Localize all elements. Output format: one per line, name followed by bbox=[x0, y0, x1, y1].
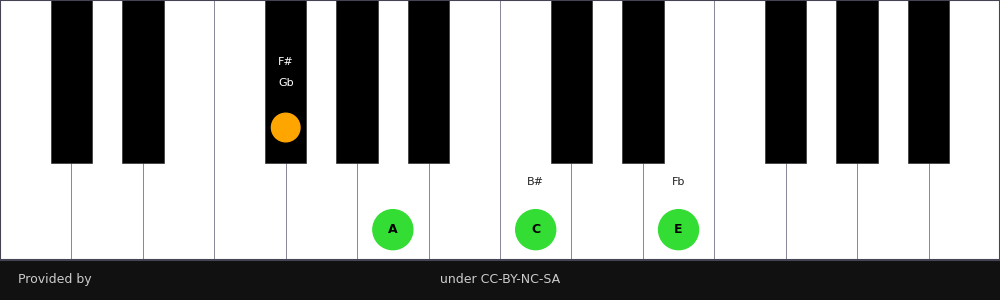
Bar bbox=[143, 0, 214, 260]
Text: B#: B# bbox=[527, 177, 544, 187]
Text: under CC-BY-NC-SA: under CC-BY-NC-SA bbox=[440, 273, 560, 286]
Text: E: E bbox=[674, 223, 683, 236]
Bar bbox=[622, 0, 664, 164]
Text: Fb: Fb bbox=[672, 177, 685, 187]
Bar bbox=[836, 0, 878, 164]
Bar bbox=[408, 0, 449, 164]
Text: Provided by: Provided by bbox=[18, 273, 92, 286]
Circle shape bbox=[271, 113, 300, 142]
Bar bbox=[265, 0, 306, 164]
Text: C: C bbox=[531, 223, 540, 236]
Bar bbox=[500, 0, 571, 260]
Bar bbox=[0, 0, 71, 260]
Text: F#: F# bbox=[278, 57, 294, 67]
Bar bbox=[429, 0, 500, 260]
Text: A: A bbox=[388, 223, 398, 236]
Bar bbox=[214, 0, 286, 260]
Bar bbox=[714, 0, 786, 260]
Bar bbox=[71, 0, 143, 260]
Bar bbox=[336, 0, 378, 164]
Bar bbox=[0, 260, 1000, 300]
Bar bbox=[786, 0, 857, 260]
Bar bbox=[122, 0, 164, 164]
Bar bbox=[643, 0, 714, 260]
Bar bbox=[0, 0, 1000, 260]
Bar bbox=[571, 0, 643, 260]
Bar bbox=[929, 0, 1000, 260]
Bar bbox=[51, 0, 92, 164]
Bar bbox=[765, 0, 806, 164]
Circle shape bbox=[659, 210, 699, 250]
Circle shape bbox=[373, 210, 413, 250]
Bar bbox=[908, 0, 949, 164]
Bar bbox=[551, 0, 592, 164]
Bar bbox=[286, 0, 357, 260]
Circle shape bbox=[516, 210, 556, 250]
Bar bbox=[357, 0, 429, 260]
Bar bbox=[857, 0, 929, 260]
Text: Gb: Gb bbox=[278, 78, 294, 88]
